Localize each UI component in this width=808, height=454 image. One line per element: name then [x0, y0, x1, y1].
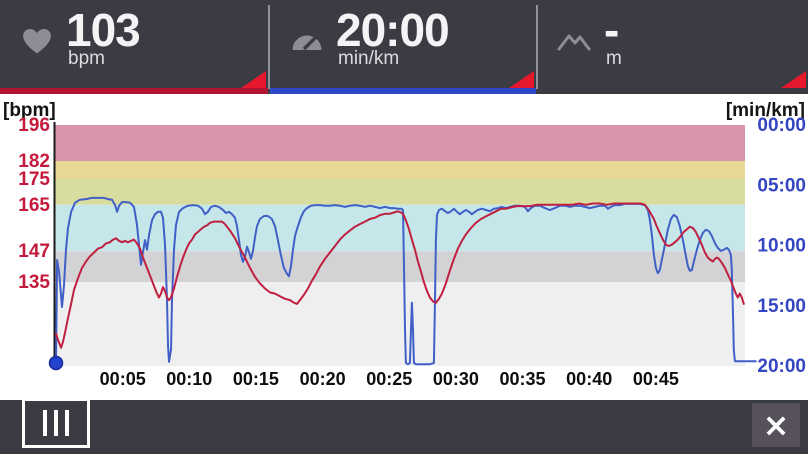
- time-axis-tick-label: 00:05: [100, 369, 146, 389]
- pace-axis-unit-label: [min/km]: [726, 100, 805, 121]
- time-axis-tick-label: 00:30: [433, 369, 479, 389]
- bottom-bar: [0, 400, 808, 454]
- heart-rate-value: 103: [66, 4, 141, 56]
- vertical-bars-icon: [43, 410, 47, 436]
- time-axis-tick-label: 00:20: [300, 369, 346, 389]
- time-axis-tick-label: 00:15: [233, 369, 279, 389]
- pace-axis-tick-label: 05:00: [757, 175, 806, 196]
- pace-axis-tick-label: 15:00: [757, 296, 806, 317]
- zone-1-band: [55, 251, 745, 283]
- metric-panel-pace[interactable]: 20:00 min/km: [270, 0, 536, 94]
- time-axis-tick-label: 00:25: [366, 369, 412, 389]
- corner-flag-icon: [781, 71, 806, 88]
- panel-divider: [268, 5, 270, 89]
- gauge-icon: [288, 22, 326, 58]
- hr-axis-tick-label: 182: [18, 151, 50, 172]
- menu-button[interactable]: [22, 398, 90, 448]
- heart-icon: [18, 22, 56, 58]
- pace-value: 20:00: [336, 4, 450, 56]
- mountains-icon: [556, 22, 594, 58]
- altitude-unit: m: [606, 48, 622, 69]
- start-marker: [48, 355, 64, 371]
- pace-axis-tick-label: 10:00: [757, 236, 806, 257]
- panel-accent-underline: [270, 88, 536, 94]
- close-icon: ×: [762, 406, 790, 444]
- metric-panel-altitude[interactable]: - m: [538, 0, 808, 94]
- hr-axis-tick-label: 135: [18, 272, 50, 293]
- pace-hr-chart[interactable]: [bpm] [min/km] 196 182 175 165 147 135 00:00 05:0…: [0, 94, 808, 400]
- zone-3-band: [55, 179, 745, 205]
- time-axis-tick-label: 00:40: [566, 369, 612, 389]
- pace-axis-tick-label: 00:00: [757, 115, 806, 136]
- pace-axis-tick-label: 20:00: [757, 356, 806, 377]
- hr-axis-tick-label: 147: [18, 241, 50, 262]
- time-axis-tick-label: 00:45: [633, 369, 679, 389]
- hr-axis-tick-label: 175: [18, 169, 50, 190]
- hr-axis-tick-label: 165: [18, 195, 50, 216]
- time-axis-tick-label: 00:10: [166, 369, 212, 389]
- close-button[interactable]: ×: [752, 403, 800, 447]
- time-axis-tick-label: 00:35: [499, 369, 545, 389]
- corner-flag-icon: [509, 71, 534, 88]
- zone-5-band: [55, 125, 745, 161]
- hr-axis-unit-label: [bpm]: [3, 100, 56, 121]
- pace-line: [55, 196, 757, 366]
- metrics-bar: 103 bpm 20:00 min/km: [0, 0, 808, 94]
- metric-panel-heart-rate[interactable]: 103 bpm: [0, 0, 268, 94]
- pace-unit: min/km: [338, 48, 400, 69]
- corner-flag-icon: [241, 71, 266, 88]
- zone-4-band: [55, 161, 745, 179]
- heart-rate-unit: bpm: [68, 48, 105, 69]
- panel-accent-underline: [0, 88, 268, 94]
- panel-divider: [536, 5, 538, 89]
- altitude-value: -: [604, 4, 619, 56]
- hr-axis-tick-label: 196: [18, 115, 50, 136]
- heart-rate-line: [55, 202, 745, 349]
